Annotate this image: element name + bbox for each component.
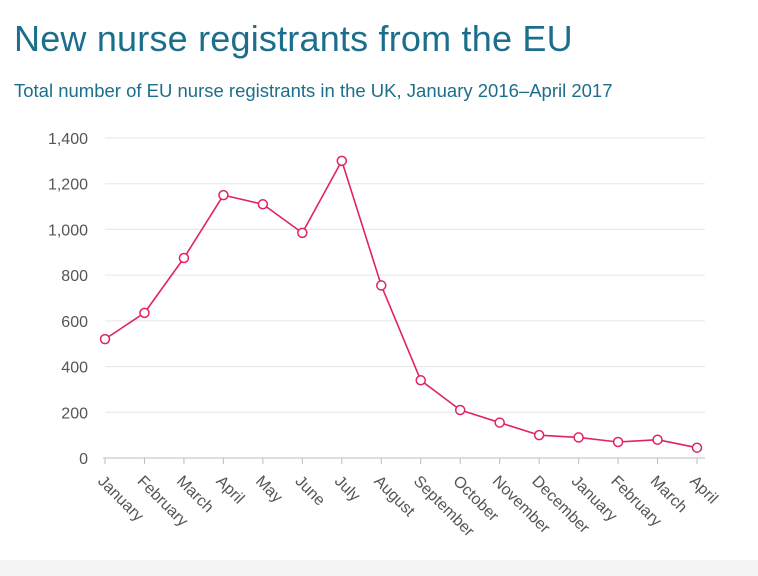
gridlines <box>105 137 705 413</box>
series-line <box>104 160 698 449</box>
y-tick-label: 1,200 <box>48 177 88 194</box>
data-point <box>652 434 663 445</box>
data-point <box>297 227 308 239</box>
x-tick-label: May <box>252 473 285 506</box>
data-point <box>691 442 703 453</box>
y-tick-label: 200 <box>61 405 88 422</box>
y-tick-label: 1,000 <box>48 222 88 239</box>
data-point <box>99 333 111 345</box>
footer-band <box>0 560 758 576</box>
data-point <box>376 280 387 291</box>
data-point <box>573 432 584 443</box>
data-point <box>139 307 150 319</box>
y-tick-label: 800 <box>61 268 88 285</box>
data-point <box>336 155 348 167</box>
chart-subtitle: Total number of EU nurse registrants in … <box>14 80 613 101</box>
data-point <box>257 199 269 210</box>
data-point <box>612 436 624 448</box>
x-tick-label: June <box>292 473 329 510</box>
data-point <box>494 417 505 428</box>
data-point <box>454 404 466 416</box>
data-point <box>178 252 190 264</box>
data-point <box>415 375 426 386</box>
x-tick-label: August <box>370 473 418 521</box>
x-tick-label: July <box>331 473 363 505</box>
chart-title: New nurse registrants from the EU <box>14 18 573 59</box>
y-tick-label: 600 <box>61 314 88 331</box>
data-point <box>218 189 229 201</box>
x-tick-label: April <box>686 473 721 508</box>
data-point <box>533 429 545 441</box>
x-tick-label: April <box>213 473 248 508</box>
y-tick-label: 0 <box>79 451 88 468</box>
y-axis: 0 200 400 600 800 1,000 1,200 1,400 <box>48 131 88 468</box>
y-tick-label: 400 <box>61 360 88 377</box>
series-layer <box>99 155 703 453</box>
y-tick-label: 1,400 <box>48 131 88 148</box>
